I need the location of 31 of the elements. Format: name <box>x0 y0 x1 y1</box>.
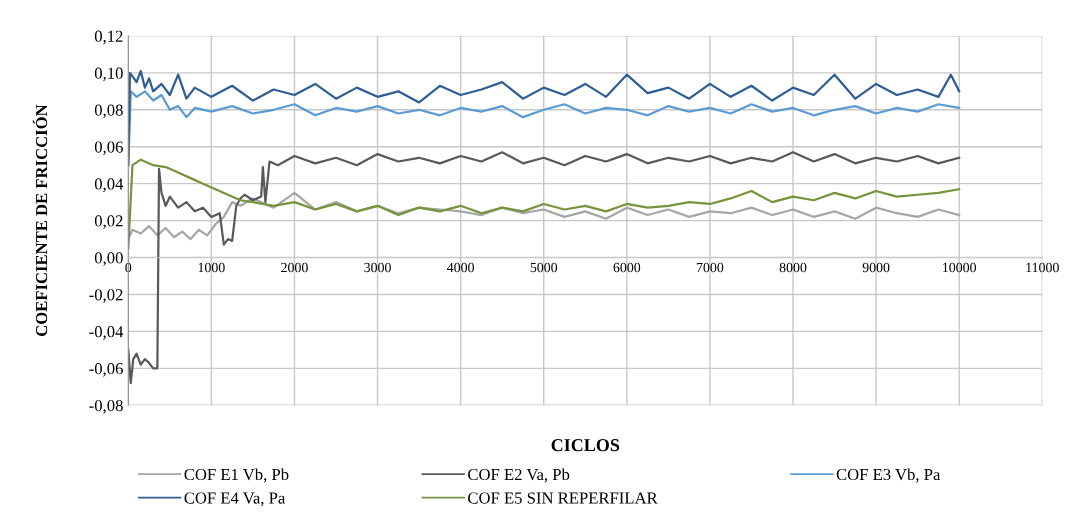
x-tick-label: 2000 <box>281 262 308 273</box>
legend-label: COF E4 Va, Pa <box>184 492 286 507</box>
x-tick-label: 5000 <box>530 262 558 273</box>
x-tick-label: 1000 <box>198 262 225 273</box>
y-tick-label: 0,04 <box>94 178 124 192</box>
x-tick-label: 10000 <box>943 262 977 273</box>
x-tick-label: 6000 <box>613 262 641 273</box>
x-tick-label: 11000 <box>1026 262 1059 273</box>
y-tick-label: 0,12 <box>94 30 123 45</box>
y-tick-label: 0,06 <box>94 141 123 156</box>
x-tick-label: 3000 <box>364 262 391 273</box>
x-tick-label: 8000 <box>779 262 807 273</box>
y-tick-label: -0,04 <box>89 326 124 340</box>
legend-label: COF E2 Va, Pb <box>468 468 570 483</box>
x-tick-label: 7000 <box>696 262 724 273</box>
legend-label: COF E5 SIN REPERFILAR <box>468 492 658 504</box>
line-series <box>128 191 961 241</box>
x-tick-label: 4000 <box>447 262 474 273</box>
x-axis-title: CICLOS <box>551 439 620 452</box>
y-tick-label: 0,08 <box>94 104 123 119</box>
y-tick-label: -0,02 <box>89 289 123 303</box>
x-tick-label: 0 <box>125 262 132 273</box>
y-tick-label: 0,10 <box>94 67 123 82</box>
y-tick-label: 0,02 <box>94 215 123 229</box>
y-tick-label: -0,08 <box>89 399 123 414</box>
legend-label: COF E3 Vb, Pa <box>836 468 941 483</box>
legend-label: COF E1 Vb, Pb <box>184 468 289 483</box>
y-tick-label: 0,00 <box>94 252 123 266</box>
x-tick-label: 9000 <box>862 262 890 273</box>
y-axis-title: COEFICIENTE DE FRICCIÓN <box>32 104 48 336</box>
y-tick-label: -0,06 <box>89 363 123 377</box>
